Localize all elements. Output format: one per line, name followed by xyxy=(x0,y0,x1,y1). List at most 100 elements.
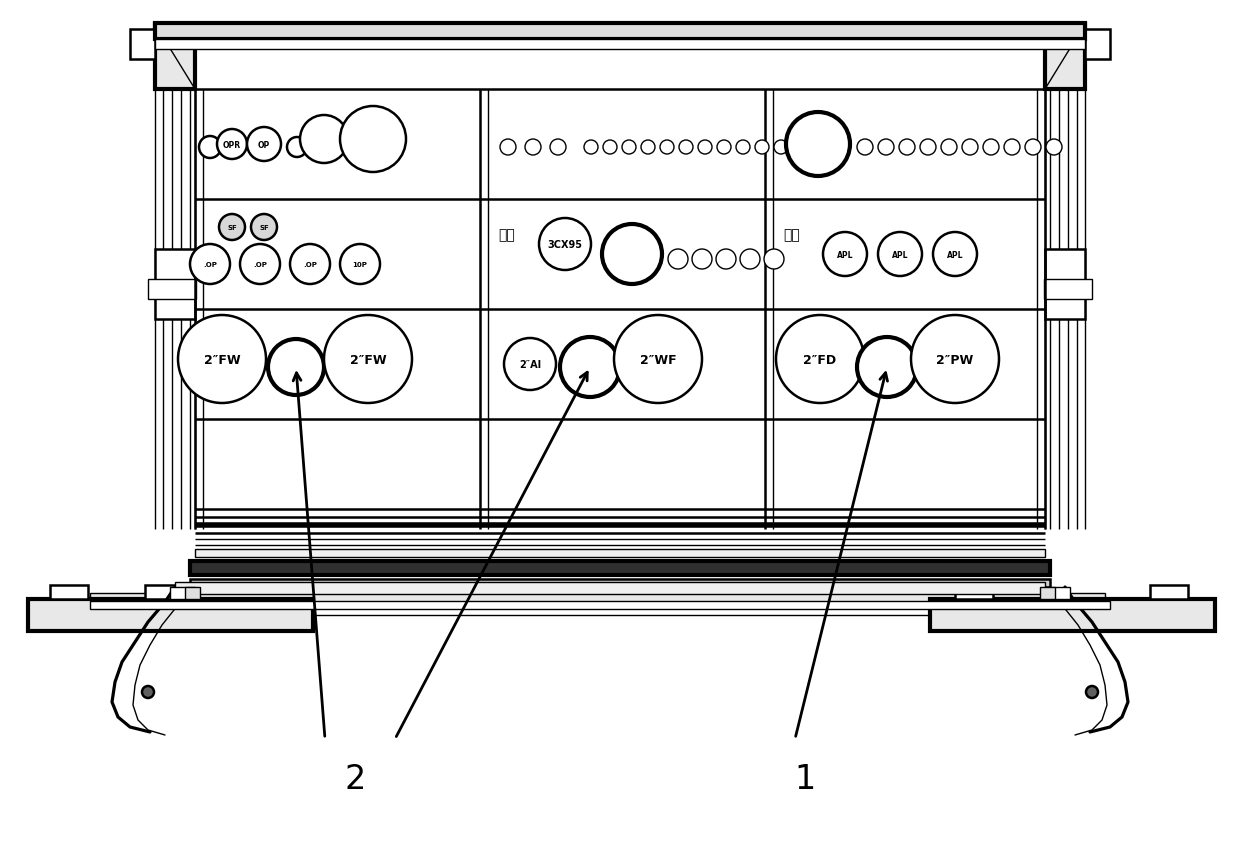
Circle shape xyxy=(300,116,348,164)
Text: .OP: .OP xyxy=(253,262,267,268)
Circle shape xyxy=(290,245,330,285)
Text: 10P: 10P xyxy=(352,262,367,268)
Circle shape xyxy=(776,316,864,404)
Bar xyxy=(175,582,1045,594)
Text: 2″AI: 2″AI xyxy=(518,360,541,369)
Text: 电缆: 电缆 xyxy=(782,228,800,242)
Bar xyxy=(91,593,1105,604)
Bar xyxy=(29,599,312,631)
Bar xyxy=(91,607,1105,616)
Circle shape xyxy=(774,141,787,155)
Circle shape xyxy=(143,686,154,698)
Circle shape xyxy=(717,141,732,155)
Bar xyxy=(1149,585,1188,599)
Circle shape xyxy=(560,338,620,398)
Circle shape xyxy=(823,232,867,276)
Bar xyxy=(190,579,1050,587)
Circle shape xyxy=(983,139,999,156)
Bar xyxy=(195,549,1045,557)
Text: 1: 1 xyxy=(795,763,816,796)
Circle shape xyxy=(241,245,280,285)
Circle shape xyxy=(680,141,693,155)
Circle shape xyxy=(878,232,923,276)
Circle shape xyxy=(217,130,247,160)
Circle shape xyxy=(551,139,565,156)
Circle shape xyxy=(698,141,712,155)
Circle shape xyxy=(831,141,844,155)
Circle shape xyxy=(1004,139,1021,156)
Circle shape xyxy=(1025,139,1042,156)
Circle shape xyxy=(601,225,662,285)
Circle shape xyxy=(525,139,541,156)
Circle shape xyxy=(268,339,324,395)
Circle shape xyxy=(857,338,918,398)
Bar xyxy=(930,599,1215,631)
Bar xyxy=(155,40,1085,50)
Text: 2″FW: 2″FW xyxy=(203,353,241,366)
Circle shape xyxy=(899,139,915,156)
Bar xyxy=(1040,587,1055,599)
Circle shape xyxy=(179,316,267,404)
Circle shape xyxy=(603,141,618,155)
Text: SF: SF xyxy=(227,225,237,231)
Circle shape xyxy=(539,219,591,270)
Bar xyxy=(1045,587,1070,599)
Circle shape xyxy=(755,141,769,155)
Circle shape xyxy=(1086,686,1097,698)
Text: APL: APL xyxy=(892,251,908,259)
Text: OPR: OPR xyxy=(223,140,241,149)
Text: .OP: .OP xyxy=(303,262,317,268)
Circle shape xyxy=(614,316,702,404)
Text: OP: OP xyxy=(258,140,270,149)
Circle shape xyxy=(764,250,784,269)
Bar xyxy=(1045,250,1085,319)
Bar xyxy=(155,250,195,319)
Text: 3CX95: 3CX95 xyxy=(548,239,583,250)
Circle shape xyxy=(740,250,760,269)
Text: 2″PW: 2″PW xyxy=(936,353,973,366)
Circle shape xyxy=(878,139,894,156)
Text: 2″FW: 2″FW xyxy=(350,353,387,366)
Circle shape xyxy=(715,250,737,269)
Circle shape xyxy=(920,139,936,156)
Bar xyxy=(155,24,1085,40)
Bar xyxy=(50,585,88,599)
Bar xyxy=(1085,30,1110,60)
Circle shape xyxy=(198,137,221,158)
Bar xyxy=(1045,25,1085,90)
Text: 电缆: 电缆 xyxy=(498,228,515,242)
Text: APL: APL xyxy=(947,251,963,259)
Circle shape xyxy=(911,316,999,404)
Bar xyxy=(155,25,195,90)
Bar xyxy=(185,587,200,599)
Bar xyxy=(190,561,1050,575)
Circle shape xyxy=(503,338,556,391)
Text: SF: SF xyxy=(259,225,269,231)
Circle shape xyxy=(737,141,750,155)
Circle shape xyxy=(286,138,308,158)
Bar xyxy=(955,585,993,599)
Bar xyxy=(130,30,155,60)
Text: .OP: .OP xyxy=(203,262,217,268)
Text: 2″FD: 2″FD xyxy=(804,353,837,366)
Bar xyxy=(170,587,195,599)
Circle shape xyxy=(219,214,246,241)
Circle shape xyxy=(500,139,516,156)
Circle shape xyxy=(250,214,277,241)
Circle shape xyxy=(794,141,807,155)
Circle shape xyxy=(340,245,379,285)
Circle shape xyxy=(660,141,675,155)
Text: 2″WF: 2″WF xyxy=(640,353,676,366)
Circle shape xyxy=(812,141,826,155)
Bar xyxy=(145,585,184,599)
Circle shape xyxy=(857,139,873,156)
Circle shape xyxy=(962,139,978,156)
Bar xyxy=(148,280,196,300)
Circle shape xyxy=(692,250,712,269)
Circle shape xyxy=(340,107,405,173)
Circle shape xyxy=(932,232,977,276)
Bar xyxy=(91,601,1110,610)
Circle shape xyxy=(641,141,655,155)
Text: APL: APL xyxy=(837,251,853,259)
Circle shape xyxy=(190,245,229,285)
